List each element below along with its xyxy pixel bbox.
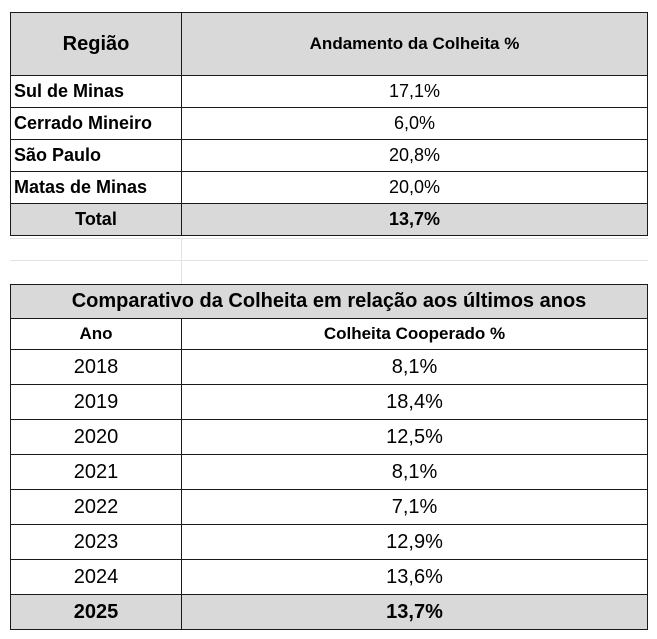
year-cell[interactable]: 2023	[10, 524, 182, 560]
header-region[interactable]: Região	[10, 12, 182, 76]
table-header-row: Ano Colheita Cooperado %	[10, 318, 648, 350]
table-title-row: Comparativo da Colheita em relação aos ú…	[10, 284, 648, 319]
value-cell[interactable]: 20,0%	[181, 171, 648, 204]
total-value[interactable]: 13,7%	[181, 203, 648, 236]
year-cell[interactable]: 2021	[10, 454, 182, 490]
table-row: 2022 7,1%	[10, 489, 648, 525]
value-cell[interactable]: 8,1%	[181, 349, 648, 385]
year-cell[interactable]: 2024	[10, 559, 182, 595]
total-row: 2025 13,7%	[10, 594, 648, 630]
gridline	[10, 260, 648, 261]
table-row: 2023 12,9%	[10, 524, 648, 560]
header-year[interactable]: Ano	[10, 318, 182, 350]
table-row: 2021 8,1%	[10, 454, 648, 490]
table-row: 2019 18,4%	[10, 384, 648, 420]
gridline	[181, 238, 182, 284]
table-row: 2018 8,1%	[10, 349, 648, 385]
header-harvest-progress[interactable]: Andamento da Colheita %	[181, 12, 648, 76]
value-cell[interactable]: 20,8%	[181, 139, 648, 172]
region-cell[interactable]: Cerrado Mineiro	[10, 107, 182, 140]
year-cell[interactable]: 2020	[10, 419, 182, 455]
year-cell[interactable]: 2022	[10, 489, 182, 525]
table-row: Cerrado Mineiro 6,0%	[10, 107, 648, 140]
value-cell[interactable]: 12,5%	[181, 419, 648, 455]
total-row: Total 13,7%	[10, 203, 648, 236]
table-row: 2024 13,6%	[10, 559, 648, 595]
table-header-row: Região Andamento da Colheita %	[10, 12, 648, 76]
harvest-comparison-table: Comparativo da Colheita em relação aos ú…	[10, 284, 648, 630]
value-cell[interactable]: 12,9%	[181, 524, 648, 560]
year-cell[interactable]: 2025	[10, 594, 182, 630]
year-cell[interactable]: 2018	[10, 349, 182, 385]
value-cell[interactable]: 13,7%	[181, 594, 648, 630]
value-cell[interactable]: 13,6%	[181, 559, 648, 595]
gridline	[10, 238, 648, 239]
empty-rows	[10, 238, 648, 284]
value-cell[interactable]: 8,1%	[181, 454, 648, 490]
table-row: Sul de Minas 17,1%	[10, 75, 648, 108]
value-cell[interactable]: 7,1%	[181, 489, 648, 525]
value-cell[interactable]: 6,0%	[181, 107, 648, 140]
table-row: São Paulo 20,8%	[10, 139, 648, 172]
region-cell[interactable]: São Paulo	[10, 139, 182, 172]
comparison-title[interactable]: Comparativo da Colheita em relação aos ú…	[10, 284, 648, 319]
total-label[interactable]: Total	[10, 203, 182, 236]
value-cell[interactable]: 18,4%	[181, 384, 648, 420]
table-row: Matas de Minas 20,0%	[10, 171, 648, 204]
table-row: 2020 12,5%	[10, 419, 648, 455]
value-cell[interactable]: 17,1%	[181, 75, 648, 108]
region-cell[interactable]: Sul de Minas	[10, 75, 182, 108]
header-cooperative-harvest[interactable]: Colheita Cooperado %	[181, 318, 648, 350]
region-cell[interactable]: Matas de Minas	[10, 171, 182, 204]
year-cell[interactable]: 2019	[10, 384, 182, 420]
harvest-progress-table: Região Andamento da Colheita % Sul de Mi…	[10, 12, 648, 236]
